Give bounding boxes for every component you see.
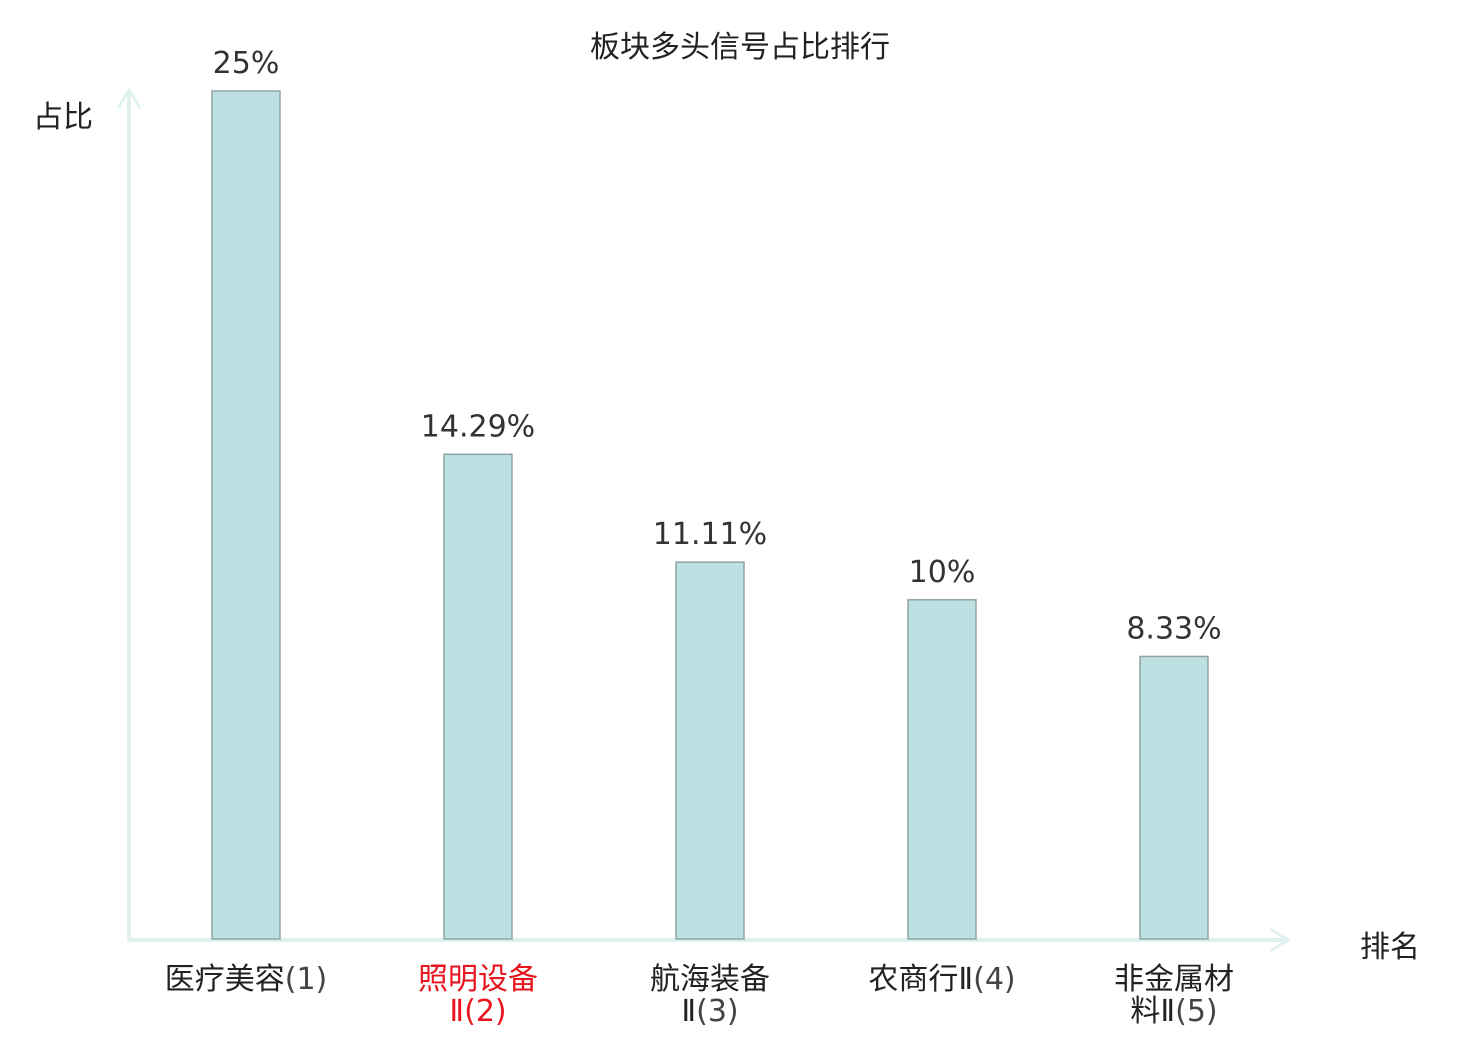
data-label: 10% <box>909 555 976 590</box>
data-label: 14.29% <box>421 409 535 444</box>
x-axis-arrow <box>1269 927 1291 953</box>
bar <box>211 90 281 940</box>
data-label: 25% <box>213 46 280 81</box>
y-axis-label: 占比 <box>33 100 93 135</box>
bars <box>211 90 1209 940</box>
tick-label-name: 农商行Ⅱ(4) <box>868 962 1016 997</box>
tick-label-name: 照明设备 <box>418 962 538 997</box>
tick-label-name: 航海装备 <box>650 962 770 997</box>
x-axis-label: 排名 <box>1360 930 1420 965</box>
tick-label-name: 医疗美容(1) <box>164 962 328 997</box>
bar <box>1139 655 1209 940</box>
tick-label-name: 非金属材 <box>1114 962 1234 997</box>
axes <box>116 87 1291 953</box>
data-label: 11.11% <box>653 517 767 552</box>
chart-title: 板块多头信号占比排行 <box>590 30 890 65</box>
bar <box>675 561 745 940</box>
tick-label-rank: Ⅱ(3) <box>681 994 739 1029</box>
tick-label: 医疗美容(1) <box>136 964 356 996</box>
tick-label: 农商行Ⅱ(4) <box>832 964 1052 996</box>
bar <box>443 453 513 940</box>
tick-label: 照明设备 Ⅱ(2) <box>368 964 588 1028</box>
y-axis-arrow <box>116 87 142 109</box>
data-label: 8.33% <box>1126 611 1221 646</box>
tick-label-rank: Ⅱ(2) <box>449 994 507 1029</box>
tick-label: 航海装备 Ⅱ(3) <box>600 964 820 1028</box>
value-labels: 25% 14.29% 11.11% 10% 8.33% <box>213 46 1222 646</box>
tick-label-rank: 料Ⅱ(5) <box>1130 994 1218 1029</box>
bar <box>907 599 977 940</box>
tick-label: 非金属材 料Ⅱ(5) <box>1064 964 1284 1028</box>
